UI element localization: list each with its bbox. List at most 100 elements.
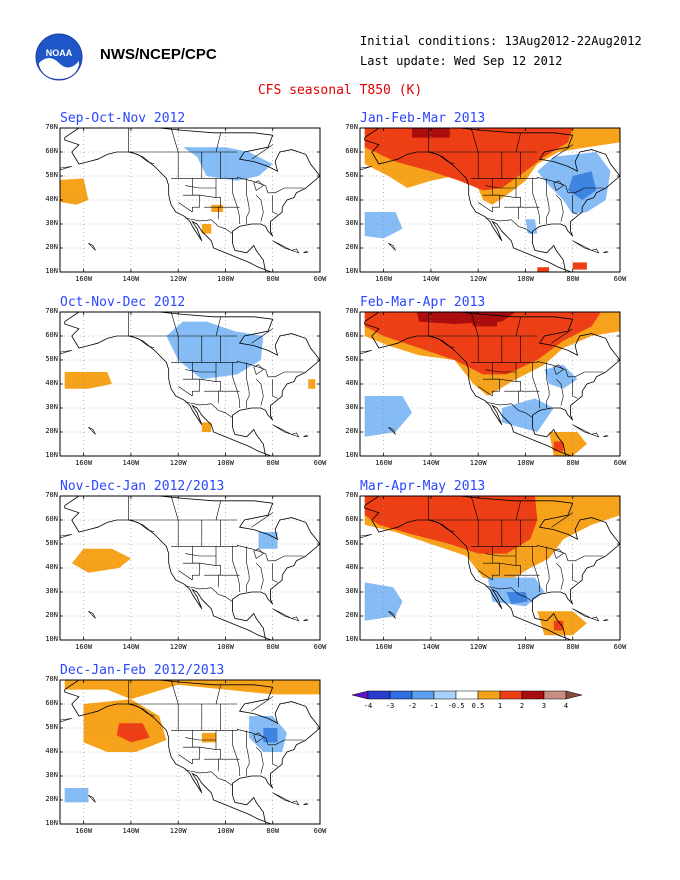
anomaly-region-warm2 (553, 620, 564, 631)
panel-title: Dec-Jan-Feb 2012/2013 (60, 663, 225, 678)
legend-label: 4 (563, 702, 569, 710)
map-svg (59, 679, 321, 825)
map-panel: 70N 60N 50N 40N 30N 20N 10N 160W 140W 120W 100W 80W… (345, 307, 626, 467)
lon-label: 80W (266, 827, 280, 835)
lon-label: 100W (517, 459, 534, 467)
anomaly-region-warm2 (553, 441, 564, 452)
lat-label: 70N (345, 491, 358, 499)
legend-label: -1 (429, 702, 439, 710)
lon-label: 100W (517, 275, 534, 283)
last-update: Last update: Wed Sep 12 2012 (360, 54, 563, 68)
map-panel: 70N 60N 50N 40N 30N 20N 10N 160W 140W 120W 100W 80W… (45, 123, 326, 283)
anomaly-region-warm2 (537, 267, 550, 272)
lon-label: 120W (169, 275, 187, 283)
legend-label: -0.5 (447, 702, 465, 710)
lon-label: 120W (469, 459, 487, 467)
lat-label: 20N (345, 427, 358, 435)
lon-label: 80W (266, 459, 280, 467)
coastline (64, 312, 320, 456)
lat-label: 50N (345, 171, 358, 179)
anomaly-region-warm2 (572, 262, 587, 270)
lon-label: 60W (313, 827, 327, 835)
lat-label: 50N (45, 723, 58, 731)
lon-label: 120W (469, 643, 487, 651)
lat-label: 10N (345, 267, 358, 275)
legend-label: -2 (407, 702, 417, 710)
lat-label: 40N (345, 563, 358, 571)
lat-label: 30N (45, 771, 58, 779)
panel-title: Oct-Nov-Dec 2012 (60, 295, 186, 310)
legend-arrow-low (351, 690, 369, 700)
lat-label: 60N (345, 515, 358, 523)
lon-label: 60W (613, 459, 627, 467)
lat-label: 20N (345, 611, 358, 619)
lat-label: 50N (345, 539, 358, 547)
lat-label: 50N (45, 171, 58, 179)
noaa-logo: NOAA (35, 33, 83, 81)
anomaly-region-warm1 (60, 178, 89, 205)
lat-label: 40N (45, 563, 58, 571)
noaa-logo-text: NOAA (46, 48, 73, 58)
lon-label: 140W (422, 275, 440, 283)
anomaly-region-cold2 (506, 592, 528, 604)
anomaly-region-warm1 (211, 204, 224, 212)
lon-label: 80W (566, 643, 580, 651)
lat-label: 10N (345, 451, 358, 459)
lat-label: 20N (45, 611, 58, 619)
lat-label: 70N (345, 307, 358, 315)
lat-label: 10N (45, 819, 58, 827)
lon-label: 160W (75, 459, 93, 467)
map-panel: 70N 60N 50N 40N 30N 20N 10N 160W 140W 120W 100W 80W… (45, 675, 326, 835)
legend-swatch (543, 690, 567, 700)
panel-title: Feb-Mar-Apr 2013 (360, 295, 486, 310)
legend-swatch (367, 690, 391, 700)
lon-label: 140W (122, 827, 140, 835)
map-svg (359, 127, 621, 273)
legend-arrow-high (565, 690, 583, 700)
lon-label: 60W (613, 643, 627, 651)
legend-swatch (499, 690, 523, 700)
lon-label: 140W (122, 275, 140, 283)
lat-label: 70N (45, 123, 58, 131)
lon-label: 160W (375, 459, 393, 467)
lon-label: 60W (313, 459, 327, 467)
lat-label: 70N (345, 123, 358, 131)
lat-label: 50N (45, 539, 58, 547)
lon-label: 120W (169, 459, 187, 467)
anomaly-region-cold1 (364, 396, 412, 437)
coastline (364, 496, 620, 640)
lat-label: 20N (45, 795, 58, 803)
legend-label: -4 (363, 702, 373, 710)
organization-name: NWS/NCEP/CPC (100, 46, 217, 63)
legend-label: 2 (519, 702, 525, 710)
lat-label: 10N (45, 635, 58, 643)
coastline (364, 128, 620, 272)
anomaly-region-warm1 (71, 548, 131, 573)
map-svg (59, 495, 321, 641)
panel-title: Sep-Oct-Nov 2012 (60, 111, 186, 126)
lon-label: 100W (217, 827, 234, 835)
anomaly-region-warm2 (364, 312, 602, 375)
lon-label: 140W (422, 643, 440, 651)
anomaly-region-cold1 (64, 788, 89, 803)
legend-swatch (455, 690, 479, 700)
legend-swatch (411, 690, 435, 700)
lon-label: 160W (375, 643, 393, 651)
anomaly-region-warm2 (364, 496, 538, 554)
map-svg (359, 495, 621, 641)
anomaly-region-cold2 (263, 728, 278, 743)
initial-conditions: Initial conditions: 13Aug2012-22Aug2012 (360, 34, 642, 48)
lon-label: 160W (75, 827, 93, 835)
lon-label: 80W (266, 643, 280, 651)
lat-label: 70N (45, 307, 58, 315)
lon-label: 80W (566, 459, 580, 467)
lat-label: 30N (345, 587, 358, 595)
panel-title: Jan-Feb-Mar 2013 (360, 111, 486, 126)
map-svg (359, 311, 621, 457)
lon-label: 120W (169, 643, 187, 651)
lat-label: 60N (345, 147, 358, 155)
lat-label: 10N (45, 267, 58, 275)
color-legend: -4 -3 -2 -1 -0.5 0.5 1 2 3 4 (350, 688, 640, 722)
lon-label: 60W (313, 275, 327, 283)
anomaly-region-cold1 (182, 147, 273, 181)
